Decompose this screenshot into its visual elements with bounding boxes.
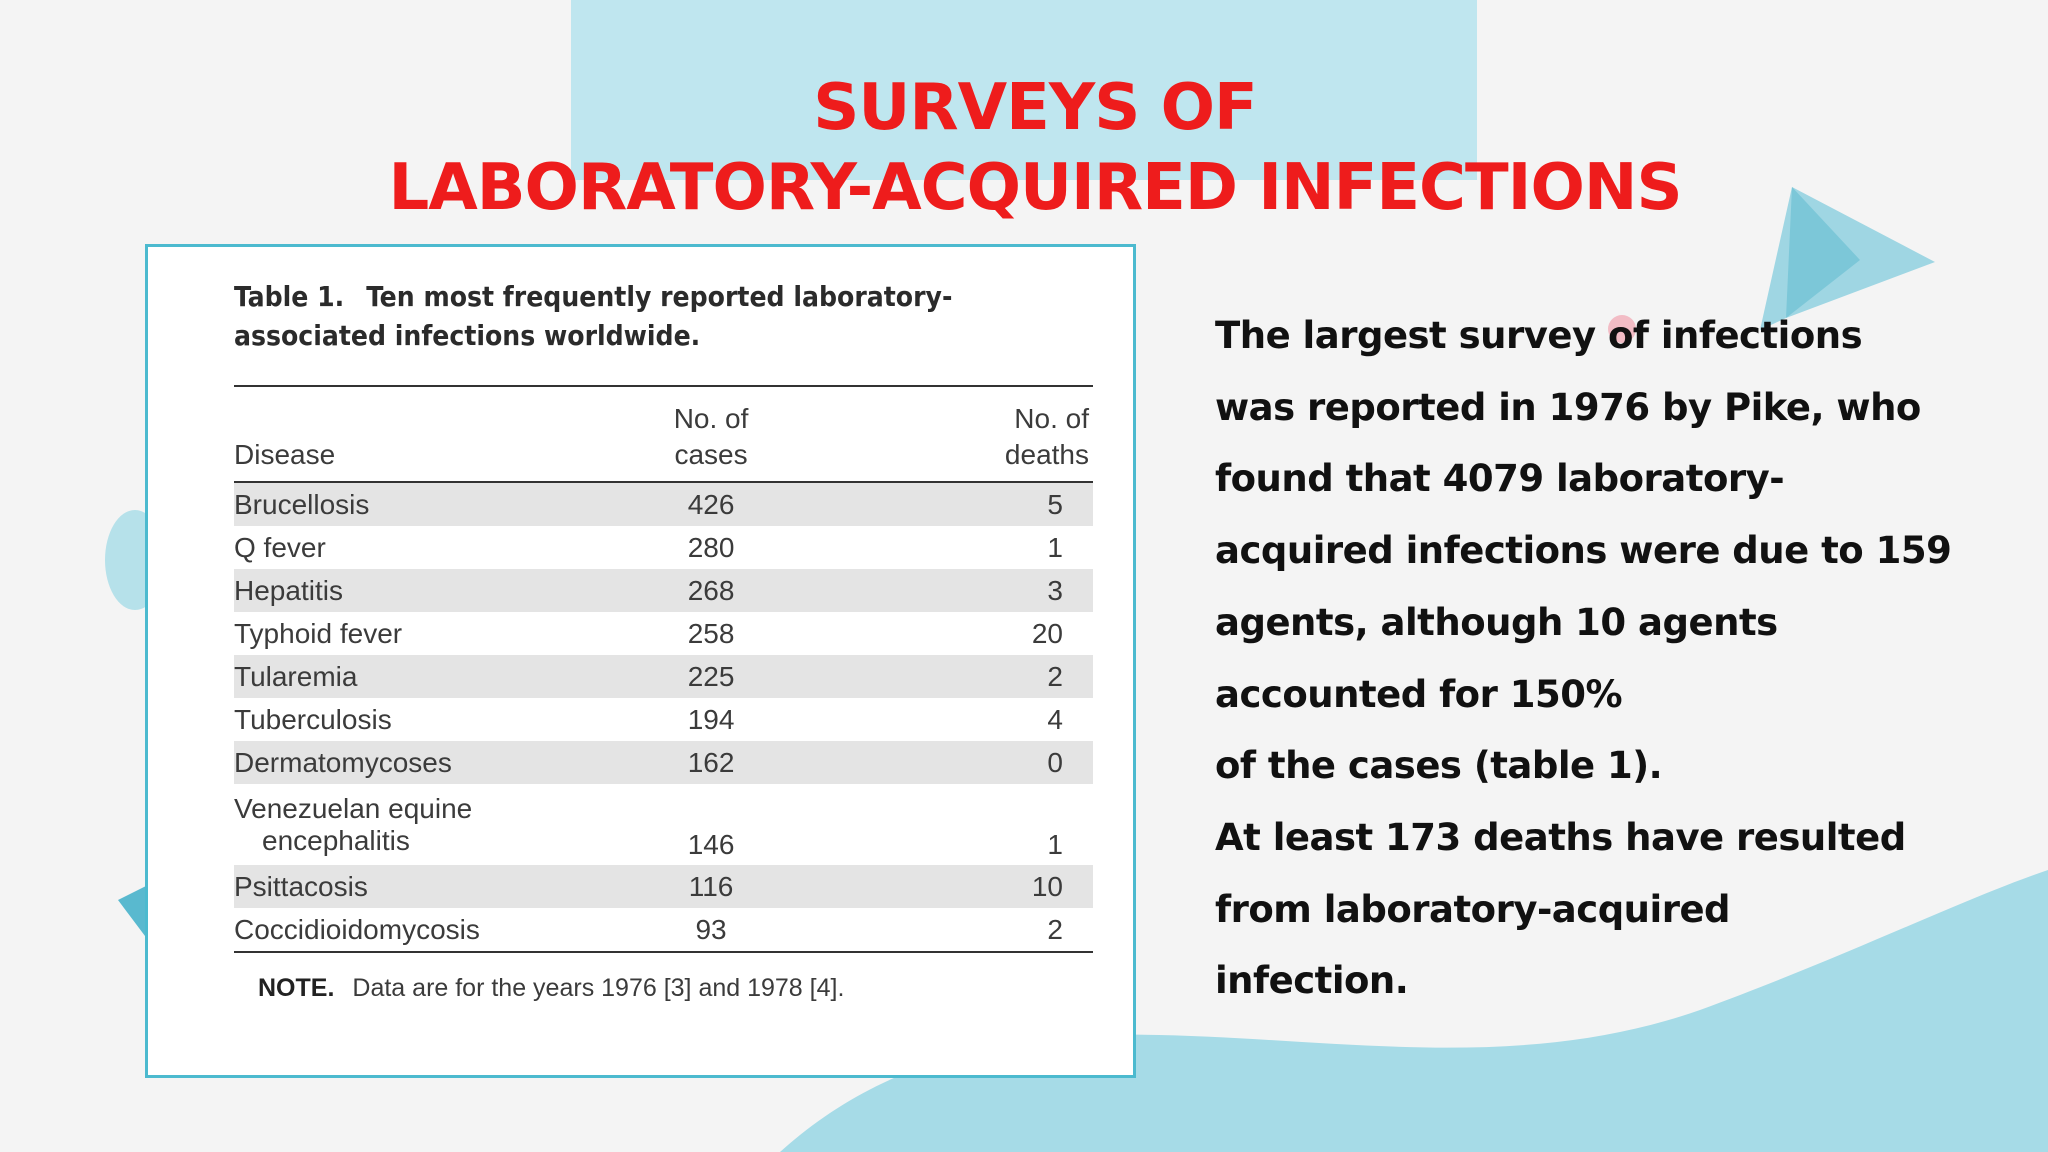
deaths-cell: 1	[1047, 829, 1063, 860]
side-triangle-shape	[118, 885, 148, 940]
header-deaths-line1: No. of	[1014, 403, 1089, 434]
deaths-cell: 1	[1047, 531, 1063, 563]
deaths-cell: 4	[1047, 703, 1063, 735]
paper-plane-fold-shape	[1786, 187, 1860, 318]
cases-cell: 280	[687, 531, 735, 563]
cases-cell: 93	[615, 908, 808, 953]
table-card: Table 1. Ten most frequently reported lab…	[145, 244, 1136, 1078]
cases-cell: 146	[687, 829, 735, 860]
laser-pointer-dot	[1608, 315, 1636, 343]
table-caption-text: Ten most frequently reported laboratory-…	[234, 280, 953, 352]
table-row: Dermatomycoses 162 0	[234, 741, 1093, 784]
disease-cell: Tularemia	[234, 655, 616, 698]
title-line-2: LABORATORY-ACQUIRED INFECTIONS	[388, 151, 1682, 225]
deaths-cell: 3	[807, 569, 1093, 612]
deaths-cell: 2	[807, 908, 1093, 953]
cases-cell: 225	[615, 655, 808, 698]
infections-table: Disease No. of cases No. of deaths Bruce…	[234, 385, 1093, 953]
table-row: Tuberculosis 194 4	[234, 698, 1093, 741]
summary-line: of the cases (table 1).	[1215, 744, 1663, 788]
cases-cell: 162	[615, 741, 808, 784]
disease-cell: Typhoid fever	[234, 617, 403, 649]
summary-line: accounted for 150%	[1215, 672, 1623, 716]
cases-cell: 194	[687, 703, 735, 735]
deaths-cell: 2	[807, 655, 1093, 698]
table-row: Tularemia 225 2	[234, 655, 1093, 698]
summary-line: acquired infections were due to 159	[1215, 529, 1952, 573]
accent-block	[571, 0, 1477, 180]
header-deaths-line2: deaths	[1004, 439, 1089, 470]
disease-line2: encephalitis	[262, 824, 410, 856]
deaths-cell: 0	[807, 741, 1093, 784]
note-text: Data are for the years 1976 [3] and 1978…	[352, 974, 845, 1002]
cases-cell: 116	[615, 865, 808, 908]
table-note: NOTE. Data are for the years 1976 [3] and…	[258, 974, 844, 1003]
disease-cell: Dermatomycoses	[234, 741, 616, 784]
summary-line: At least 173 deaths have resulted	[1215, 815, 1906, 859]
table-row: Brucellosis 426 5	[234, 482, 1093, 526]
summary-line: was reported in 1976 by Pike, who	[1215, 385, 1921, 429]
disease-line1: Venezuelan equine	[234, 792, 473, 824]
disease-cell: Q fever	[234, 531, 326, 563]
cases-cell: 258	[687, 617, 735, 649]
header-disease: Disease	[234, 385, 616, 483]
disease-cell: Hepatitis	[234, 569, 616, 612]
table-row: Coccidioidomycosis 93 2	[234, 908, 1093, 953]
deaths-cell: 5	[807, 482, 1093, 526]
table-row: Typhoid fever 258 20	[234, 612, 1093, 655]
summary-line: found that 4079 laboratory-	[1215, 457, 1785, 501]
disease-cell: Psittacosis	[234, 865, 616, 908]
header-cases: No. of cases	[615, 385, 808, 483]
header-cases-line1: No. of	[673, 403, 749, 434]
cases-cell: 268	[615, 569, 808, 612]
header-deaths: No. of deaths	[807, 385, 1093, 483]
disease-cell: Tuberculosis	[234, 703, 392, 735]
summary-line: agents, although 10 agents	[1215, 600, 1778, 644]
header-cases-line2: cases	[674, 439, 748, 470]
summary-text: The largest survey of infections was rep…	[1215, 300, 2015, 1017]
cases-cell: 426	[615, 482, 808, 526]
summary-line: infection.	[1215, 959, 1409, 1003]
table-caption: Table 1. Ten most frequently reported lab…	[234, 277, 1064, 355]
title-line-1: SURVEYS OF	[813, 71, 1257, 145]
summary-line: from laboratory-acquired	[1215, 887, 1731, 931]
table-row: Venezuelan equine encephalitis 146 1	[234, 784, 1093, 865]
table-row: Q fever 280 1	[234, 526, 1093, 569]
summary-line: The largest survey of infections	[1215, 314, 1863, 357]
note-label: NOTE.	[258, 974, 335, 1002]
wave-shape	[780, 870, 2048, 1152]
table-row: Psittacosis 116 10	[234, 865, 1093, 908]
table-label: Table 1.	[234, 280, 345, 313]
deaths-cell: 20	[1031, 617, 1063, 649]
disease-cell: Coccidioidomycosis	[234, 908, 616, 953]
disease-cell: Brucellosis	[234, 482, 616, 526]
table-row: Hepatitis 268 3	[234, 569, 1093, 612]
table-header-row: Disease No. of cases No. of deaths	[234, 385, 1093, 483]
page-title: SURVEYS OF LABORATORY-ACQUIRED INFECTION…	[0, 68, 2048, 228]
disease-cell: Venezuelan equine encephalitis	[234, 784, 615, 865]
deaths-cell: 10	[807, 865, 1093, 908]
